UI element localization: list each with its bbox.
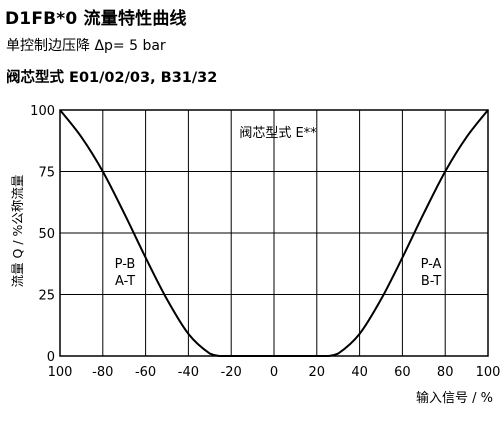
y-tick-label: 0	[47, 350, 55, 365]
y-tick-label: 75	[38, 166, 55, 181]
right-flow-label-2: B-T	[421, 274, 441, 289]
y-axis-label: 流量 Q / %公称流量	[10, 175, 25, 288]
x-tick-label: -60	[135, 365, 156, 380]
x-tick-label: 80	[437, 365, 454, 380]
x-tick-label: 100	[476, 365, 501, 380]
right-flow-label-1: P-A	[421, 257, 442, 272]
y-tick-label: 25	[38, 289, 55, 304]
spool-type-annotation: 阀芯型式 E**	[239, 126, 317, 141]
x-axis-label: 输入信号 / %	[416, 390, 493, 406]
x-tick-label: 20	[309, 365, 326, 380]
x-tick-label: -40	[178, 365, 199, 380]
flow-curve	[59, 109, 489, 357]
x-tick-labels: 100 -80 -60 -40 -20 0 20 40 60 80 100	[48, 365, 501, 380]
x-tick-label: 0	[270, 365, 278, 380]
x-tick-label: -20	[221, 365, 242, 380]
y-tick-labels: 0 25 50 75 100	[30, 104, 55, 365]
pressure-drop-subtitle: 单控制边压降 Δp= 5 bar	[6, 38, 166, 54]
x-tick-label: -80	[92, 365, 113, 380]
x-tick-label: 60	[394, 365, 411, 380]
chart-grid	[60, 110, 488, 356]
page-title: D1FB*0 流量特性曲线	[5, 9, 187, 29]
spool-types-heading: 阀芯型式 E01/02/03, B31/32	[6, 70, 218, 86]
x-tick-label: 100	[48, 365, 73, 380]
left-flow-label-1: P-B	[115, 257, 136, 272]
x-tick-label: 40	[351, 365, 368, 380]
y-tick-label: 50	[38, 227, 55, 242]
left-flow-label-2: A-T	[115, 274, 135, 289]
y-tick-label: 100	[30, 104, 55, 119]
